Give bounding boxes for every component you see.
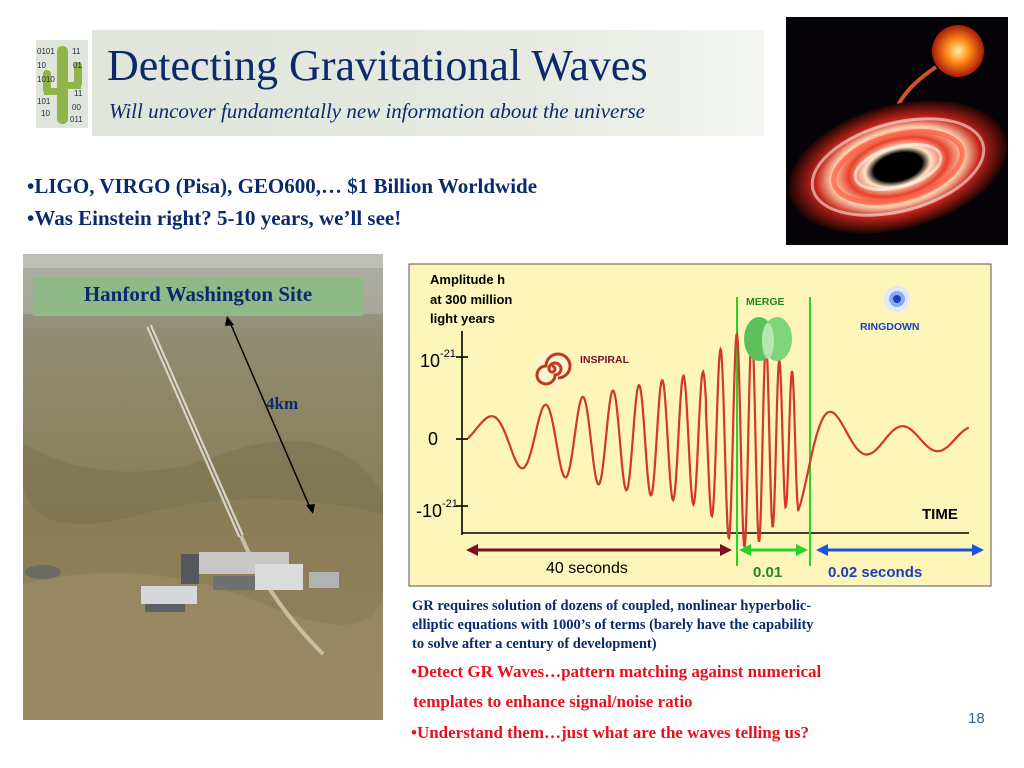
bullet-detect-waves-cont: templates to enhance signal/noise ratio: [413, 692, 693, 711]
slide-number: 18: [968, 710, 985, 727]
logo-digit: 10: [41, 109, 50, 118]
bullet-detect-waves: •Detect GR Waves…pattern matching agains…: [411, 662, 822, 681]
merge-arrow-head-right: [796, 544, 808, 556]
y-tick-label: 0: [428, 429, 438, 449]
duration-label-merge: 0.01: [753, 564, 782, 581]
phase-label-merge: MERGE: [746, 296, 785, 308]
duration-label-inspiral: 40 seconds: [546, 560, 628, 577]
logo-digit: 00: [72, 103, 81, 112]
bullet-worldwide: •LIGO, VIRGO (Pisa), GEO600,… $1 Billion…: [27, 174, 538, 198]
gr-note-line: GR requires solution of dozens of couple…: [412, 598, 812, 614]
bullet-einstein: •Was Einstein right? 5-10 years, we’ll s…: [27, 206, 402, 230]
logo-digit: 1010: [37, 75, 55, 84]
y-tick-label: -10-21: [416, 498, 458, 521]
inspiral-spiral-icon: [535, 352, 572, 386]
inspiral-arrow-head-left: [466, 544, 478, 556]
phase-label-ringdown: RINGDOWN: [860, 321, 920, 333]
bullet-understand-waves: •Understand them…just what are the waves…: [411, 723, 810, 742]
ringdown-glow-icon: [884, 286, 910, 312]
site-label: Hanford Washington Site: [83, 282, 313, 306]
gr-note-line: to solve after a century of development): [412, 636, 657, 652]
black-hole-accretion-image: [786, 17, 1008, 245]
y-tick-label: 10-21: [420, 348, 456, 371]
waveform-line: [467, 328, 970, 548]
gravitational-waveform-chart: Amplitude h at 300 million light years 1…: [406, 261, 994, 589]
gr-note-line: elliptic equations with 1000’s of terms …: [412, 617, 814, 633]
logo-digit: 0101: [37, 47, 55, 56]
logo-digit: 11: [72, 47, 81, 56]
y-title-line: at 300 million: [430, 292, 512, 307]
inspiral-arrow-head-right: [720, 544, 732, 556]
page-title: Detecting Gravitational Waves: [107, 41, 648, 90]
logo-digit: 11: [74, 89, 83, 98]
merge-arrow-head-left: [739, 544, 751, 556]
duration-label-ringdown: 0.02 seconds: [828, 564, 922, 581]
page-subtitle: Will uncover fundamentally new informati…: [109, 99, 646, 123]
ringdown-arrow-head-right: [972, 544, 984, 556]
binary-cactus-logo-icon: 0101 11 01 10 1010 11 101 00 10 011: [36, 40, 88, 128]
merging-black-holes-icon: [744, 317, 792, 361]
phase-label-inspiral: INSPIRAL: [580, 354, 630, 366]
y-title-line: light years: [430, 311, 495, 326]
ringdown-arrow-head-left: [816, 544, 828, 556]
site-label-box: [33, 278, 363, 316]
logo-digit: 01: [73, 61, 82, 70]
distance-label: 4km: [266, 394, 299, 413]
title-banner: [92, 30, 764, 136]
logo-digit: 011: [70, 115, 83, 124]
x-axis-label: TIME: [922, 506, 958, 523]
logo-digit: 101: [37, 97, 51, 106]
y-title-line: Amplitude h: [430, 272, 505, 287]
hanford-site-photo: [23, 254, 383, 720]
logo-digit: 10: [37, 61, 46, 70]
